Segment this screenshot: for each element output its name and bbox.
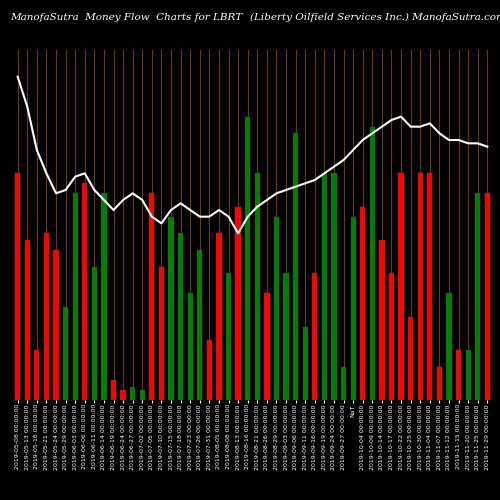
Bar	[341, 366, 346, 400]
Bar	[92, 266, 97, 400]
Bar	[427, 174, 432, 400]
Bar	[370, 126, 375, 400]
Text: (Liberty Oilfield Services Inc.) ManofaSutra.com: (Liberty Oilfield Services Inc.) ManofaS…	[250, 12, 500, 22]
Bar	[149, 194, 154, 400]
Bar	[254, 174, 260, 400]
Bar	[188, 294, 193, 400]
Bar	[484, 194, 490, 400]
Bar	[24, 240, 30, 400]
Bar	[206, 340, 212, 400]
Bar	[293, 134, 298, 400]
Bar	[264, 294, 270, 400]
Bar	[111, 380, 116, 400]
Bar	[130, 386, 136, 400]
Bar	[44, 234, 49, 400]
Bar	[34, 350, 40, 400]
Bar	[140, 390, 145, 400]
Bar	[408, 316, 414, 400]
Bar	[312, 274, 318, 400]
Bar	[284, 274, 288, 400]
Bar	[102, 194, 106, 400]
Bar	[475, 194, 480, 400]
Bar	[332, 174, 336, 400]
Bar	[63, 306, 68, 400]
Bar	[245, 116, 250, 400]
Bar	[389, 274, 394, 400]
Bar	[456, 350, 461, 400]
Bar	[236, 206, 241, 400]
Bar	[216, 234, 222, 400]
Bar	[446, 294, 452, 400]
Bar	[226, 274, 231, 400]
Bar	[302, 326, 308, 400]
Bar	[197, 250, 202, 400]
Bar	[360, 206, 366, 400]
Bar	[82, 184, 87, 400]
Bar	[350, 216, 356, 400]
Text: ManofaSutra  Money Flow  Charts for LBRT: ManofaSutra Money Flow Charts for LBRT	[10, 12, 242, 22]
Bar	[398, 174, 404, 400]
Bar	[178, 234, 183, 400]
Bar	[15, 174, 20, 400]
Bar	[380, 240, 384, 400]
Bar	[54, 250, 59, 400]
Bar	[168, 216, 173, 400]
Bar	[466, 350, 471, 400]
Bar	[72, 194, 78, 400]
Bar	[159, 266, 164, 400]
Bar	[120, 390, 126, 400]
Bar	[274, 216, 279, 400]
Bar	[418, 174, 423, 400]
Bar	[322, 174, 327, 400]
Bar	[437, 366, 442, 400]
